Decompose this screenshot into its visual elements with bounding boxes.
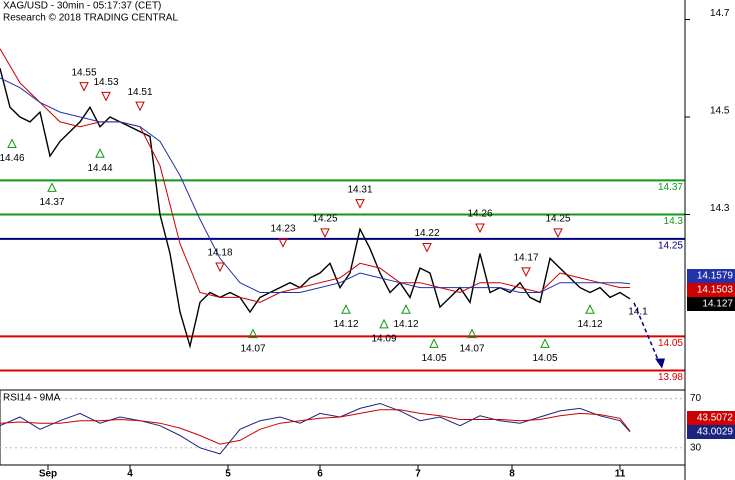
annotation-label: 14.25 [545,214,570,225]
resistance-marker [553,228,563,238]
annotation-label: 14.12 [333,319,358,330]
resistance-marker [521,267,531,277]
support-marker [467,328,477,339]
support-marker [401,304,411,314]
support-marker [248,328,258,339]
resistance-marker [79,82,89,92]
support-marker [47,182,57,192]
annotation-label: 14.25 [312,214,337,225]
y-tick-label: 14.5 [710,106,730,117]
support-marker [379,318,389,329]
resistance-marker [475,223,485,234]
last-value-box [687,297,735,311]
resistance-marker [278,238,288,248]
annotation-label: 14.07 [240,343,265,354]
last-value-box [687,283,735,297]
rsi-title: RSI14 - 9MA [3,393,61,404]
rsi-value-box [687,425,735,439]
y-tick-label: 14.3 [710,203,730,214]
y-tick-label: 14.7 [710,8,730,19]
chart-title: XAG/USD - 30min - 05:17:37 (CET) [3,1,161,12]
annotation-label: 14.26 [467,209,492,220]
last-value-label: 14.1503 [697,285,734,296]
level-label: 14.3 [664,216,684,227]
rsi-value-label: 43.0029 [697,427,734,438]
annotation-label: 14.12 [393,319,418,330]
rsi-value-box [687,411,735,425]
rsi-tick-label: 30 [690,442,702,453]
series-line [0,402,631,455]
x-tick-label: 11 [615,469,626,480]
annotation-label: 14.05 [421,353,446,364]
annotation-label: 14.23 [270,223,295,234]
resistance-marker [320,228,330,238]
level-label: 14.37 [658,182,683,193]
annotation-label: 14.51 [127,87,152,98]
support-marker [585,304,595,314]
resistance-marker [355,199,365,209]
annotation-label: 14.31 [347,184,372,195]
annotation-label: 14.22 [414,228,439,239]
support-marker [7,138,17,148]
series-line [0,409,631,445]
level-label: 13.98 [658,372,683,383]
chart-subtitle: Research © 2018 TRADING CENTRAL [3,13,178,24]
annotation-label: 14.05 [532,353,557,364]
x-tick-label: 4 [127,469,133,480]
x-tick-label: 7 [415,469,421,480]
annotation-label: 14.07 [459,343,484,354]
forecast-arrowhead [655,358,665,369]
x-tick-label: 5 [225,469,231,480]
x-tick-label: 6 [317,469,323,480]
level-label: 14.05 [658,338,683,349]
resistance-marker [101,91,111,102]
resistance-marker [422,243,432,253]
x-tick-label: Sep [39,469,57,480]
x-tick-label: 8 [509,469,515,480]
resistance-marker [215,262,225,273]
rsi-tick-label: 70 [690,393,702,404]
last-value-label: 14.1579 [697,271,734,282]
annotation-label: 14.37 [39,197,64,208]
annotation-label: 14.18 [207,248,232,259]
rsi-value-label: 43.5072 [697,413,734,424]
annotation-label: 14.46 [0,153,25,164]
support-marker [95,148,105,158]
level-label: 14.25 [658,241,683,252]
annotation-label: 14.17 [513,253,538,264]
annotation-label: 14.44 [87,163,112,174]
series-line [0,77,631,293]
rsi-frame [0,389,686,466]
annotation-label: 14.53 [93,77,118,88]
rsi-panel [0,389,686,466]
resistance-marker [135,101,145,112]
price-panel: 14.3714.314.2514.0513.9814.4614.3714.551… [0,48,685,383]
annotation-label: 14.09 [371,334,396,345]
support-marker [540,338,550,348]
last-value-box [687,269,735,283]
support-marker [341,304,351,314]
annotation-label: 14.12 [577,319,602,330]
last-value-label: 14.127 [702,299,733,310]
support-marker [429,338,439,348]
annotation-label: 14.55 [71,67,96,78]
rsi-plot [0,398,685,455]
